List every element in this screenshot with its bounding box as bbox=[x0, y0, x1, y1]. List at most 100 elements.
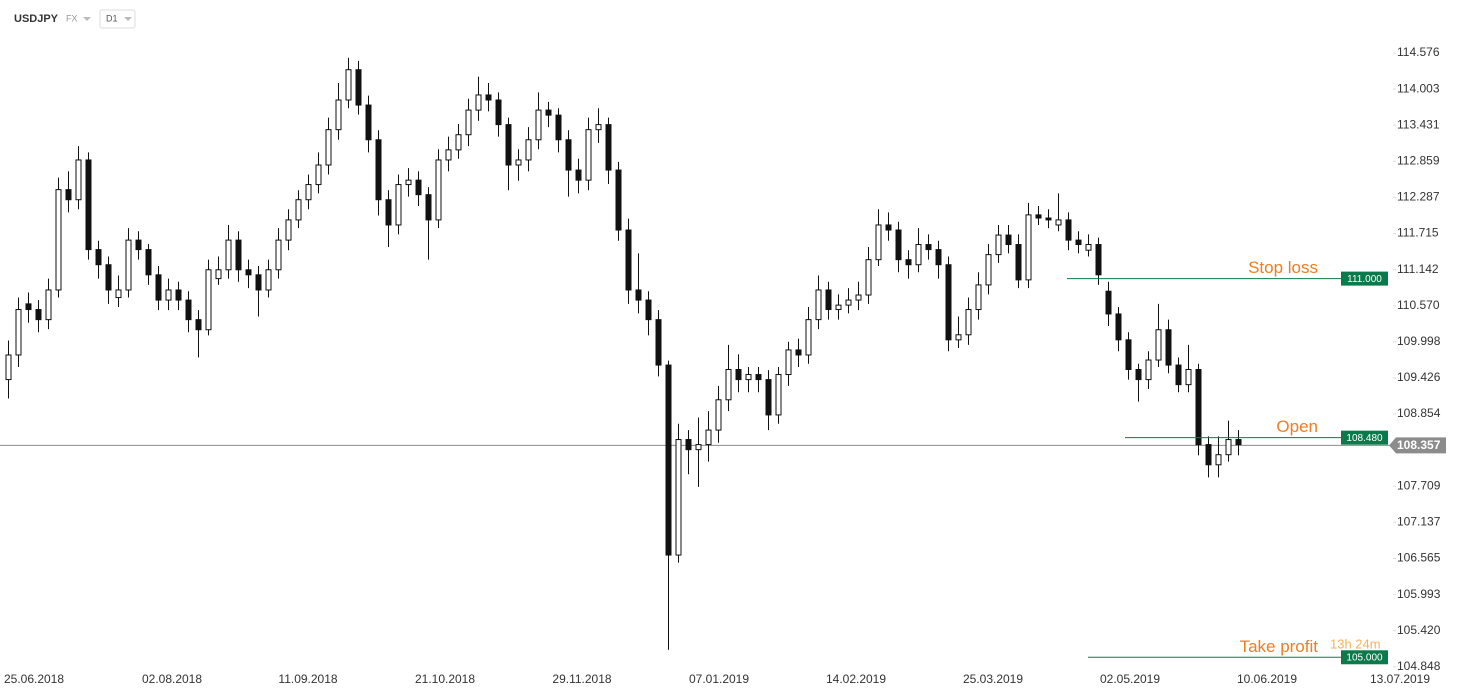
candle-body bbox=[1225, 439, 1232, 456]
candle-body bbox=[645, 299, 652, 321]
candle-body bbox=[5, 354, 12, 381]
candle-body bbox=[625, 229, 632, 291]
candle-body bbox=[935, 249, 942, 266]
candle-body bbox=[685, 439, 692, 451]
candle-body bbox=[705, 429, 712, 446]
x-tick-label: 10.06.2019 bbox=[1237, 672, 1297, 686]
candle-body bbox=[105, 264, 112, 291]
y-tick-label: 111.142 bbox=[1397, 262, 1439, 276]
candle-body bbox=[325, 129, 332, 166]
candle-body bbox=[175, 289, 182, 301]
candle-body bbox=[1235, 439, 1242, 446]
candle-body bbox=[855, 294, 862, 301]
candle-body bbox=[835, 304, 842, 311]
candle-body bbox=[1005, 234, 1012, 246]
candle-body bbox=[45, 289, 52, 321]
candle-body bbox=[575, 169, 582, 181]
candle-body bbox=[785, 349, 792, 376]
countdown: 13h 24m bbox=[1330, 637, 1381, 652]
candle-body bbox=[555, 114, 562, 141]
x-tick-label: 25.06.2018 bbox=[4, 672, 64, 686]
candle-body bbox=[225, 239, 232, 271]
candle-body bbox=[1155, 329, 1162, 361]
candle-body bbox=[15, 309, 22, 356]
candle-body bbox=[815, 289, 822, 321]
candle-body bbox=[365, 104, 372, 141]
candle-body bbox=[1015, 244, 1022, 281]
candle-body bbox=[395, 184, 402, 226]
market[interactable]: FX bbox=[66, 13, 78, 23]
dropdown-arrow[interactable] bbox=[124, 17, 132, 21]
candle-body bbox=[1065, 219, 1072, 241]
candle-body bbox=[375, 139, 382, 201]
y-tick-label: 107.137 bbox=[1397, 515, 1441, 529]
candle-body bbox=[755, 374, 762, 381]
candle-body bbox=[115, 289, 122, 299]
candle-body bbox=[1045, 217, 1052, 221]
y-tick-label: 111.715 bbox=[1397, 226, 1439, 240]
candle-body bbox=[1075, 239, 1082, 246]
x-tick-label: 11.09.2018 bbox=[278, 672, 337, 686]
candle-body bbox=[145, 249, 152, 276]
candle-body bbox=[495, 99, 502, 126]
timeframe-box[interactable] bbox=[99, 9, 136, 29]
candle-body bbox=[795, 349, 802, 356]
y-tick-label: 104.848 bbox=[1397, 659, 1441, 673]
candle-body bbox=[605, 124, 612, 171]
level-name: Stop loss bbox=[1248, 258, 1318, 277]
candle-body bbox=[1195, 368, 1202, 446]
level-box bbox=[1341, 430, 1388, 445]
candle-body bbox=[505, 124, 512, 166]
x-tick-label: 02.08.2018 bbox=[142, 672, 202, 686]
candle-body bbox=[1125, 339, 1132, 370]
candle-body bbox=[155, 274, 162, 301]
level-box bbox=[1341, 650, 1388, 665]
candle-body bbox=[295, 199, 302, 221]
candle-body bbox=[975, 284, 982, 311]
candle-body bbox=[285, 219, 292, 241]
candle-body bbox=[615, 169, 622, 231]
y-tick-label: 106.565 bbox=[1397, 551, 1441, 565]
candle-body bbox=[415, 179, 422, 196]
y-tick-label: 112.859 bbox=[1397, 153, 1440, 167]
candle-body bbox=[825, 289, 832, 311]
candle-body bbox=[185, 299, 192, 321]
candle-body bbox=[905, 259, 912, 266]
candle-body bbox=[1055, 219, 1062, 226]
candle-body bbox=[665, 364, 672, 556]
candle-body bbox=[125, 239, 132, 291]
candle-body bbox=[1205, 444, 1212, 466]
candle-body bbox=[535, 109, 542, 141]
candle-body bbox=[695, 444, 702, 451]
candle-body bbox=[965, 309, 972, 336]
candle-body bbox=[385, 199, 392, 226]
candle-body bbox=[485, 94, 492, 101]
candle-body bbox=[565, 139, 572, 171]
candle-body bbox=[275, 239, 282, 271]
candle-body bbox=[955, 334, 962, 341]
dropdown-arrow[interactable] bbox=[83, 17, 91, 21]
x-tick-label: 21.10.2018 bbox=[415, 672, 475, 686]
y-tick-label: 107.709 bbox=[1397, 478, 1441, 492]
candle-body bbox=[545, 109, 552, 116]
x-tick-label: 02.05.2019 bbox=[1100, 672, 1160, 686]
candle-body bbox=[135, 239, 142, 251]
candle-body bbox=[1025, 214, 1032, 281]
candle-body bbox=[945, 264, 952, 341]
candle-body bbox=[95, 249, 102, 266]
candle-body bbox=[735, 368, 742, 381]
candle-body bbox=[465, 109, 472, 136]
candle-body bbox=[715, 399, 722, 431]
candle-body bbox=[425, 194, 432, 221]
candle-body bbox=[885, 224, 892, 231]
candle-body bbox=[25, 303, 32, 311]
candle-body bbox=[585, 129, 592, 181]
timeframe[interactable]: D1 bbox=[106, 13, 118, 23]
y-tick-label: 105.993 bbox=[1397, 587, 1441, 601]
candle-body bbox=[1095, 244, 1102, 276]
y-tick-label: 109.998 bbox=[1397, 334, 1441, 348]
candle-body bbox=[875, 224, 882, 261]
candle-body bbox=[215, 269, 222, 280]
x-tick-label: 07.01.2019 bbox=[689, 672, 749, 686]
candle-body bbox=[405, 179, 412, 186]
